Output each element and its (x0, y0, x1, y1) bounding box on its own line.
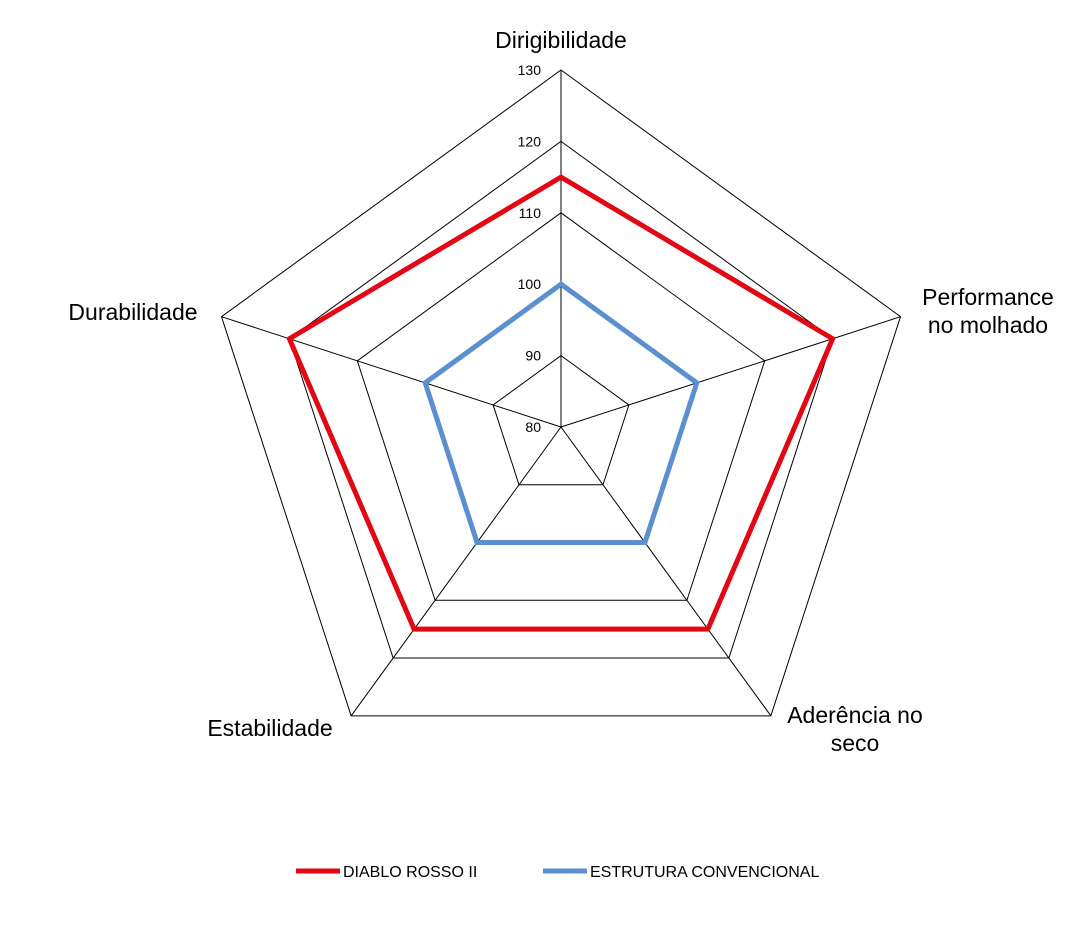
category-label-line: Dirigibilidade (495, 27, 627, 53)
legend-label: DIABLO ROSSO II (343, 864, 477, 881)
series-line-0 (286, 174, 836, 632)
radar-series (286, 174, 836, 632)
category-label-line: Durabilidade (68, 299, 197, 325)
legend-label: ESTRUTURA CONVENCIONAL (590, 864, 819, 881)
tick-label-120: 120 (518, 133, 542, 149)
tick-label-110: 110 (519, 205, 542, 221)
tick-label-90: 90 (525, 348, 541, 364)
series-line-1 (422, 281, 700, 546)
grid-ring-130 (220, 69, 902, 717)
tick-label-100: 100 (518, 276, 542, 292)
grid-ring-90 (492, 354, 630, 486)
legend: DIABLO ROSSO II ESTRUTURA CONVENCIONAL (296, 864, 819, 881)
category-label-line: Estabilidade (207, 715, 332, 741)
radar-grid (220, 69, 902, 717)
spoke-1 (560, 316, 901, 428)
category-label-line: seco (831, 730, 880, 756)
category-label-4: Durabilidade (68, 299, 197, 325)
category-label-line: no molhado (928, 312, 1048, 338)
spoke-2 (560, 426, 772, 717)
spoke-3 (350, 426, 562, 717)
category-label-line: Performance (922, 284, 1054, 310)
spoke-4 (221, 316, 562, 428)
category-label-line: Aderência no (787, 702, 923, 728)
category-label-0: Dirigibilidade (495, 27, 627, 53)
tick-label-80: 80 (525, 419, 541, 435)
grid-ring-120 (288, 140, 834, 659)
grid-ring-110 (356, 212, 766, 601)
tick-label-130: 130 (518, 62, 542, 78)
category-label-3: Estabilidade (207, 715, 332, 741)
radial-tick-labels: 80 90 100 110 120 130 (518, 62, 542, 435)
legend-item-1: ESTRUTURA CONVENCIONAL (543, 864, 819, 881)
legend-item-0: DIABLO ROSSO II (296, 864, 477, 881)
